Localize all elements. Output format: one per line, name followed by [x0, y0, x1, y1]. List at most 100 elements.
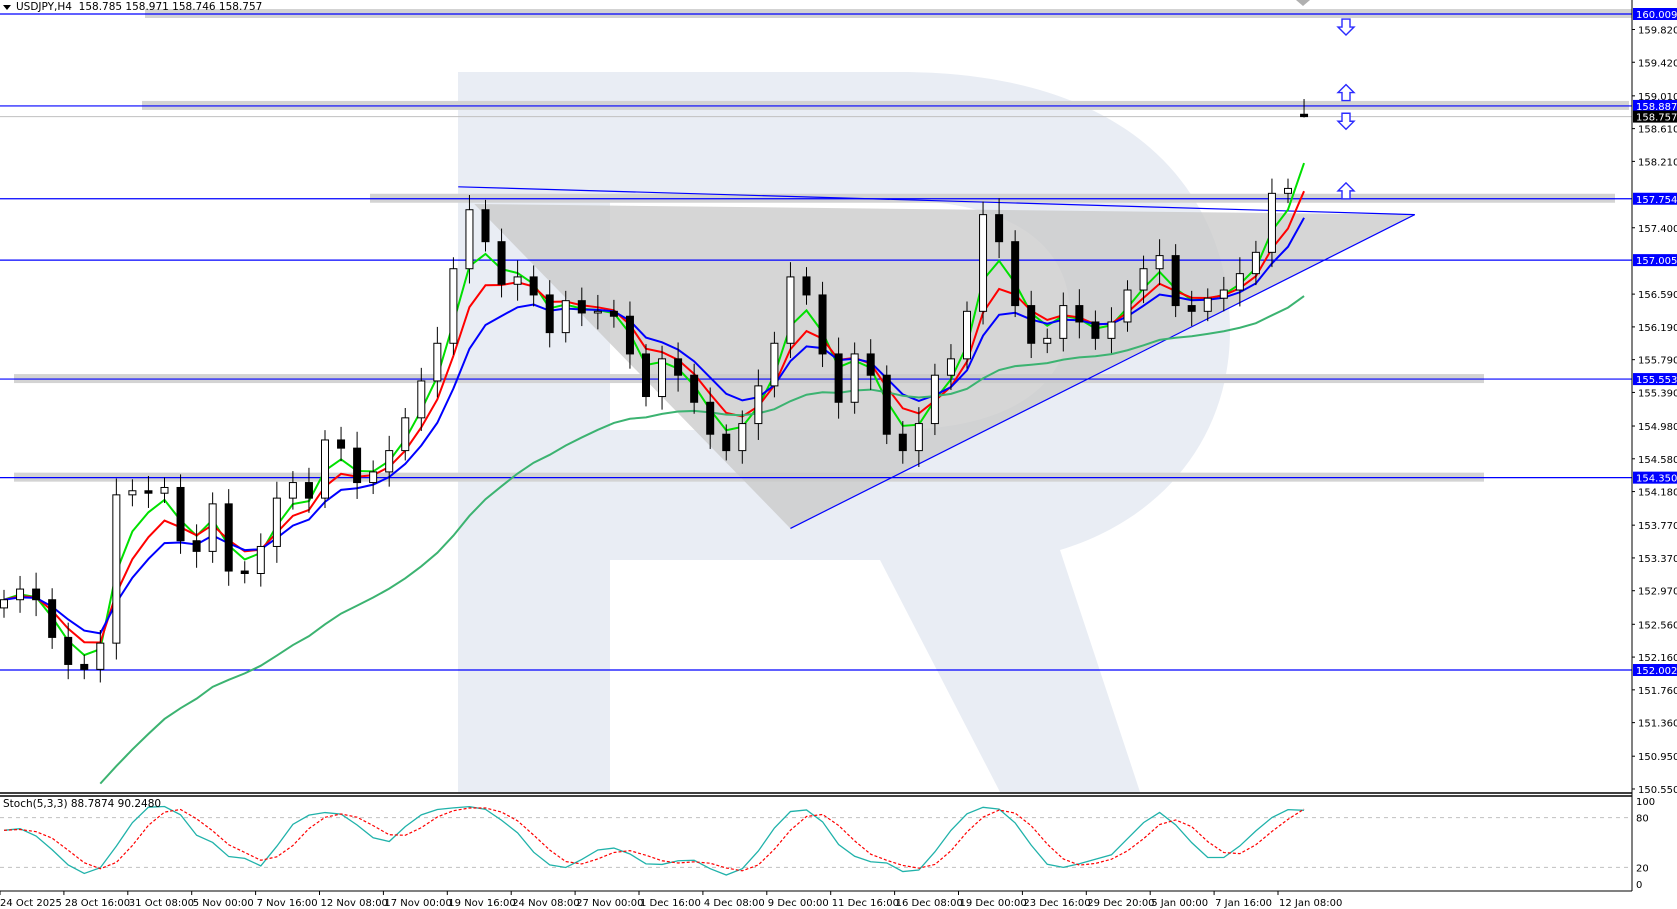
- time-tick-label: 24 Nov 08:00: [512, 898, 579, 909]
- candle-bearish: [818, 294, 827, 355]
- stoch-level-label: 0: [1636, 880, 1642, 891]
- price-tick-label: 151.760: [1638, 686, 1677, 697]
- candle-bullish: [1139, 268, 1148, 291]
- stoch-signal-line: [3, 807, 1305, 872]
- candle-bullish: [946, 358, 955, 376]
- candle-bullish: [979, 214, 988, 312]
- price-tick-label: 159.420: [1638, 58, 1677, 69]
- price-tick-label: 154.180: [1638, 488, 1677, 499]
- level-price-tag: [1633, 254, 1677, 267]
- level-price-tag: [1633, 99, 1677, 112]
- candle-bearish: [674, 358, 683, 376]
- time-tick-label: 7 Jan 16:00: [1215, 898, 1272, 909]
- candle-bearish: [625, 315, 634, 355]
- candle-bearish: [882, 374, 891, 435]
- candle-bearish: [353, 447, 362, 484]
- candle-bullish: [465, 209, 474, 270]
- level-price-tag: [1633, 8, 1677, 20]
- stoch-level-label: 20: [1636, 863, 1649, 874]
- time-tick-label: 31 Oct 08:00: [129, 898, 194, 909]
- price-tick-label: 156.590: [1638, 290, 1677, 301]
- candle-bullish: [963, 310, 971, 360]
- candle-bullish: [449, 268, 458, 344]
- price-tick-label: 150.550: [1638, 785, 1677, 796]
- candle-bearish: [32, 588, 41, 601]
- candle-bearish: [497, 241, 506, 285]
- candle-bearish: [304, 482, 313, 499]
- candle-bearish: [995, 214, 1004, 243]
- symbol-label: USDJPY,H4: [16, 1, 72, 13]
- level-price-tag: [1633, 373, 1677, 386]
- candle-bearish: [1075, 305, 1084, 323]
- candle-bearish: [1027, 305, 1036, 344]
- time-tick-label: 23 Dec 16:00: [1023, 898, 1090, 909]
- level-price-tag: [1633, 664, 1677, 677]
- time-tick-label: 16 Dec 08:00: [896, 898, 963, 909]
- candle-bearish: [898, 433, 907, 452]
- price-tick-label: 155.390: [1638, 388, 1677, 399]
- time-tick-label: 12 Jan 08:00: [1279, 898, 1342, 909]
- stoch-main-line: [3, 805, 1305, 876]
- candle-bearish: [706, 401, 715, 435]
- candle-bullish: [658, 358, 667, 398]
- candle-bullish: [1059, 305, 1068, 339]
- price-tick-label: 156.190: [1638, 323, 1677, 334]
- candle-bullish: [1219, 289, 1228, 299]
- slow-ma-line: [3, 217, 1305, 635]
- candle-bearish: [1091, 321, 1100, 339]
- level-price-label: 157.754: [1636, 195, 1677, 206]
- candle-bearish: [80, 663, 89, 670]
- candle-bullish: [417, 380, 426, 419]
- candle-bearish: [64, 636, 73, 665]
- current-price-label: 158.757: [1636, 113, 1677, 124]
- time-tick-label: 24 Oct 2025: [0, 898, 62, 909]
- time-tick-label: 5 Jan 00:00: [1151, 898, 1208, 909]
- candle-bearish: [529, 276, 538, 296]
- time-tick-label: 5 Nov 00:00: [193, 898, 254, 909]
- candle-bearish: [609, 310, 618, 317]
- level-price-tag: [1633, 471, 1677, 484]
- candle-bullish: [16, 588, 25, 601]
- arrow-up-icon: [1336, 83, 1356, 102]
- candle-bullish: [1123, 289, 1132, 323]
- candle-bearish: [240, 570, 249, 574]
- candle-bearish: [176, 486, 185, 542]
- upper-trendline[interactable]: [458, 186, 1415, 216]
- candle-bullish: [385, 450, 394, 473]
- candle-bullish: [561, 300, 570, 334]
- mid-ma-line: [3, 190, 1305, 644]
- candle-bullish: [1043, 337, 1052, 344]
- candle-bullish: [288, 482, 297, 499]
- candle-bullish: [1267, 192, 1276, 253]
- candle-bullish: [321, 439, 329, 499]
- stoch-level-label: 100: [1636, 797, 1655, 808]
- lower-trendline[interactable]: [790, 214, 1416, 529]
- candle-bullish: [1107, 321, 1116, 339]
- price-tick-label: 152.160: [1638, 653, 1677, 664]
- price-tick-label: 152.560: [1638, 620, 1677, 631]
- time-tick-label: 29 Dec 20:00: [1087, 898, 1154, 909]
- candle-bearish: [802, 276, 811, 296]
- candle-bearish: [192, 540, 201, 552]
- level-price-label: 154.350: [1636, 474, 1677, 485]
- current-price-tag: [1633, 110, 1677, 123]
- candle-bearish: [481, 209, 490, 243]
- arrow-down-icon: [1336, 18, 1356, 37]
- candle-bearish: [1300, 113, 1309, 118]
- dropdown-triangle-icon[interactable]: [3, 4, 11, 10]
- candle-bullish: [593, 310, 602, 314]
- candle-bearish: [144, 490, 153, 494]
- candle-bullish: [0, 599, 8, 609]
- candle-bullish: [401, 417, 410, 452]
- candle-bullish: [369, 471, 378, 484]
- price-tick-label: 153.770: [1638, 521, 1677, 532]
- candle-bearish: [834, 353, 843, 403]
- scroll-marker-icon[interactable]: [1296, 0, 1310, 6]
- time-tick-label: 12 Nov 08:00: [321, 898, 388, 909]
- candle-bullish: [208, 503, 217, 552]
- candle-bearish: [642, 353, 650, 398]
- price-tick-label: 159.820: [1638, 25, 1677, 36]
- candle-bullish: [128, 490, 137, 496]
- candle-bullish: [160, 486, 169, 494]
